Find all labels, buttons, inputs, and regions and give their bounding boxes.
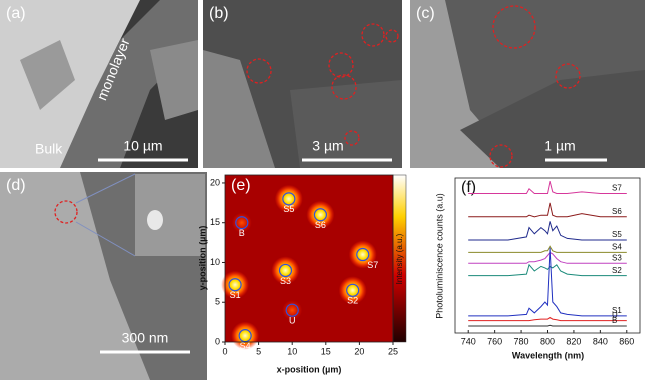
spot-label: S5 — [283, 204, 294, 214]
y-tick-label: 5 — [215, 297, 220, 307]
x-tick-label: 5 — [256, 346, 261, 356]
spectrum-line — [468, 180, 627, 194]
x-tick-label: 0 — [222, 346, 227, 356]
scale-label: 10 µm — [123, 138, 162, 154]
spot-ring — [346, 283, 360, 297]
panel-label: (b) — [209, 5, 229, 22]
spot-label: B — [239, 228, 245, 238]
series-label: S4 — [612, 243, 622, 252]
plot-frame — [224, 174, 394, 343]
spot-label: S1 — [230, 290, 241, 300]
x-tick-label: 780 — [514, 336, 529, 346]
x-axis-label: Wavelength (nm) — [512, 350, 584, 360]
spot-label: S4 — [240, 341, 251, 351]
y-axis-label: Photoluminiscence counts (a.u) — [434, 193, 444, 319]
spot-label: S2 — [347, 296, 358, 306]
series-label: S2 — [612, 266, 622, 275]
series-label: B — [612, 316, 617, 325]
spot-label: S7 — [367, 260, 378, 270]
intensity-spot — [271, 256, 300, 285]
x-axis-label: x-position (µm) — [277, 364, 342, 374]
spot-ring — [282, 192, 296, 206]
series-label: S3 — [612, 253, 622, 262]
panel-label: (f) — [461, 179, 476, 196]
annotation: Bulk — [35, 141, 63, 157]
panel-label: (d) — [6, 177, 26, 194]
spot-ring — [285, 303, 299, 317]
x-tick-label: 20 — [354, 346, 364, 356]
y-tick-label: 10 — [210, 257, 220, 267]
sem-image-a: (a) monolayer Bulk 10 µm — [0, 0, 198, 168]
series-label: S6 — [612, 207, 622, 216]
spot-label: S3 — [280, 276, 291, 286]
x-tick-label: 760 — [487, 336, 502, 346]
x-tick-label: 800 — [540, 336, 555, 346]
spot-ring — [278, 263, 293, 278]
panel-label: (e) — [231, 177, 251, 194]
spectrum-line — [468, 245, 627, 253]
spectrum-line — [468, 247, 627, 317]
x-tick-label: 10 — [287, 346, 297, 356]
series-label: S1 — [612, 306, 622, 315]
pl-map: Intensity (a.u.) S1 S2 S3 S4 S5 S6 S7 B U — [221, 174, 407, 351]
series-label: S7 — [612, 184, 622, 193]
series-label: U — [612, 311, 618, 320]
intensity-spot — [338, 276, 367, 305]
intensity-spot — [306, 200, 335, 229]
intensity-spot — [231, 212, 252, 233]
intensity-spot — [221, 270, 250, 299]
series-label: S5 — [612, 230, 622, 239]
spectrum-line — [468, 251, 627, 264]
sem-image-d: (d) 300 nm — [0, 172, 207, 380]
scale-label: 3 µm — [312, 138, 343, 154]
spot-ring — [235, 216, 249, 230]
y-tick-label: 0 — [215, 336, 220, 346]
spot-label: U — [289, 316, 296, 326]
x-tick-label: 860 — [619, 336, 634, 346]
scale-label: 1 µm — [544, 138, 575, 154]
sem-image-c: (c) 1 µm — [410, 0, 645, 168]
y-axis-label: y-position (µm) — [197, 226, 207, 291]
intensity-spot — [348, 240, 377, 269]
intensity-spot — [274, 184, 303, 213]
x-tick-label: 15 — [321, 346, 331, 356]
spectrum-line — [468, 221, 627, 241]
spot-ring — [228, 278, 242, 292]
x-tick-label: 25 — [388, 346, 398, 356]
scale-label: 300 nm — [122, 330, 169, 346]
sem-image-b: (b) 3 µm — [203, 0, 402, 168]
y-tick-label: 15 — [210, 217, 220, 227]
x-tick-label: 840 — [593, 336, 608, 346]
spot-label: S6 — [315, 220, 326, 230]
y-tick-label: 20 — [210, 177, 220, 187]
intensity-spot — [282, 300, 303, 321]
intensity-spot — [231, 321, 260, 350]
panel-label: (a) — [6, 5, 26, 22]
spot-ring — [313, 208, 328, 222]
panel-label: (c) — [416, 5, 435, 22]
spectrum-line — [468, 324, 627, 327]
spot-ring — [356, 247, 370, 262]
colorbar-label: Intensity (a.u.) — [395, 233, 404, 284]
x-tick-label: 820 — [566, 336, 581, 346]
spectrum-line — [468, 316, 627, 322]
spectrum-line — [468, 202, 627, 218]
x-tick-label: 740 — [461, 336, 476, 346]
